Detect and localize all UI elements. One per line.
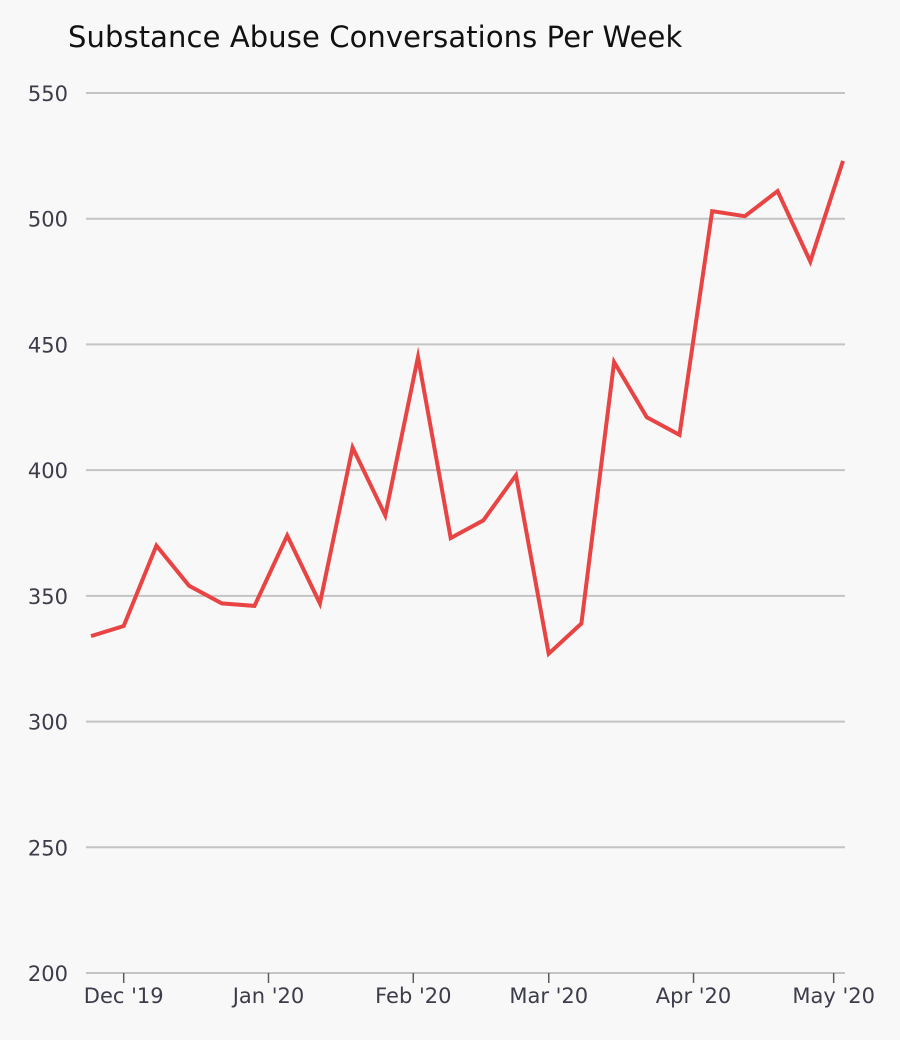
y-tick-label: 350 xyxy=(28,585,68,609)
data-point xyxy=(743,214,747,218)
data-point xyxy=(383,513,387,517)
series-layer xyxy=(89,159,845,658)
x-axis xyxy=(86,972,845,983)
x-tick-labels: Dec '19 Jan '20 Feb '20 Mar '20 Apr '20 May '… xyxy=(84,984,875,1008)
y-tick-label: 450 xyxy=(28,333,68,357)
data-point xyxy=(678,433,682,437)
y-tick-label: 200 xyxy=(28,962,68,986)
chart-title: Substance Abuse Conversations Per Week xyxy=(68,20,683,54)
data-point xyxy=(154,544,158,548)
y-tick-label: 400 xyxy=(28,459,68,483)
data-point xyxy=(187,584,191,588)
data-point xyxy=(252,604,256,608)
data-point xyxy=(89,634,93,638)
x-tick-label: Dec '19 xyxy=(84,984,164,1008)
data-point xyxy=(122,624,126,628)
data-point xyxy=(579,622,583,626)
y-tick-label: 300 xyxy=(28,711,68,735)
data-point xyxy=(416,355,420,359)
data-point xyxy=(841,159,845,163)
data-point xyxy=(220,601,224,605)
data-point xyxy=(514,473,518,477)
y-tick-label: 250 xyxy=(28,836,68,860)
x-tick-label: Apr '20 xyxy=(656,984,732,1008)
data-point xyxy=(612,360,616,364)
data-point xyxy=(351,446,355,450)
data-point xyxy=(285,534,289,538)
x-tick-label: May '20 xyxy=(792,984,875,1008)
y-axis: 200 250 300 350 400 450 500 550 xyxy=(28,82,68,986)
data-point xyxy=(776,189,780,193)
data-point xyxy=(547,652,551,656)
y-tick-label: 550 xyxy=(28,82,68,106)
series-line xyxy=(90,160,845,658)
data-point xyxy=(645,415,649,419)
gridlines xyxy=(86,92,845,849)
data-point xyxy=(710,209,714,213)
data-point xyxy=(449,536,453,540)
y-tick-label: 500 xyxy=(28,208,68,232)
data-point xyxy=(318,601,322,605)
data-point xyxy=(808,259,812,263)
x-tick-label: Jan '20 xyxy=(231,984,305,1008)
data-point xyxy=(481,518,485,522)
x-tick-label: Feb '20 xyxy=(375,984,451,1008)
x-tick-label: Mar '20 xyxy=(509,984,588,1008)
